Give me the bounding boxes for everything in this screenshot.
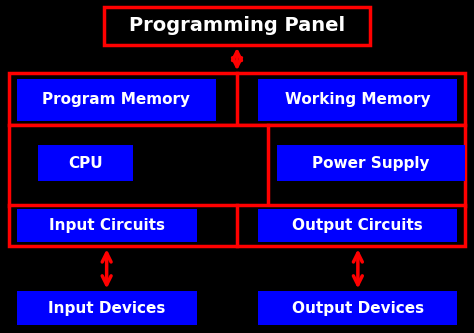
Bar	[258, 209, 457, 242]
Bar	[17, 79, 216, 121]
Bar	[9, 125, 465, 206]
Text: Output Circuits: Output Circuits	[292, 218, 423, 233]
Text: Program Memory: Program Memory	[42, 92, 190, 107]
Text: Working Memory: Working Memory	[285, 92, 431, 107]
Text: Power Supply: Power Supply	[312, 156, 429, 171]
Bar	[17, 209, 197, 242]
Bar	[258, 79, 457, 121]
Text: Output Devices: Output Devices	[292, 300, 424, 316]
Bar	[17, 291, 197, 325]
Text: Input Devices: Input Devices	[48, 300, 165, 316]
Text: CPU: CPU	[68, 156, 103, 171]
Bar	[9, 73, 465, 125]
Bar	[277, 145, 465, 181]
Bar	[104, 7, 370, 45]
Bar	[38, 145, 133, 181]
Bar	[258, 291, 457, 325]
Text: Input Circuits: Input Circuits	[49, 218, 164, 233]
Text: Programming Panel: Programming Panel	[129, 16, 345, 35]
Bar	[9, 205, 465, 246]
